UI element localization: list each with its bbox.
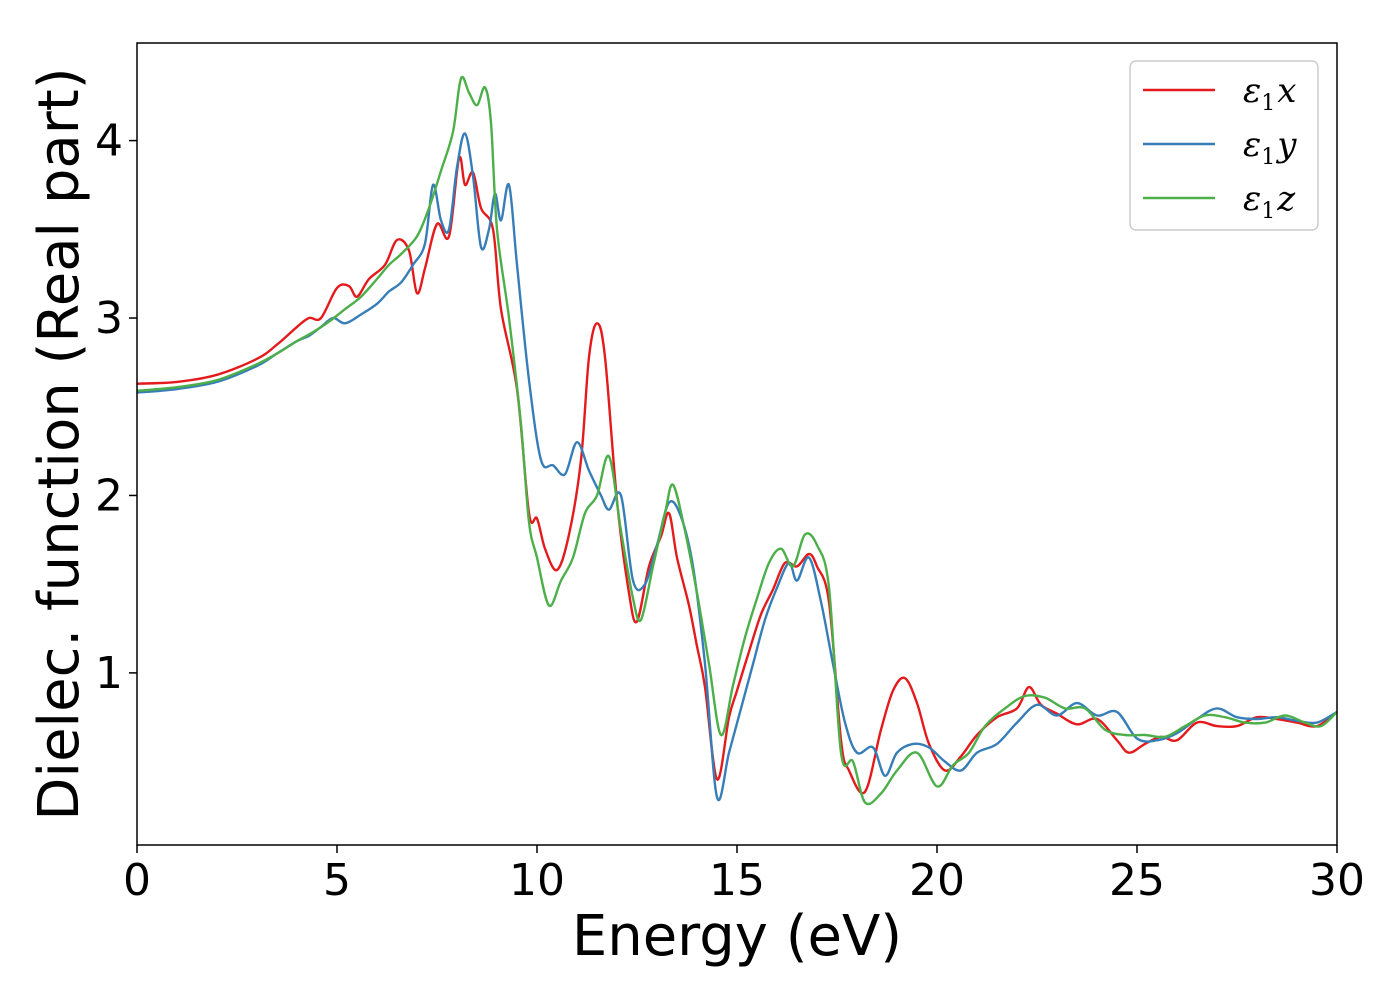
y-axis-ticks: 1 2 3 4 — [95, 116, 137, 699]
series-lines — [136, 75, 1338, 806]
x-axis-label: Energy (eV) — [572, 904, 902, 969]
x-tick-label: 0 — [123, 855, 151, 906]
series-line-y — [136, 132, 1338, 802]
legend-label-y: ε1y — [1243, 125, 1297, 170]
x-tick-label: 25 — [1109, 855, 1165, 906]
x-tick-label: 30 — [1309, 855, 1365, 906]
x-tick-label: 10 — [509, 855, 565, 906]
x-tick-label: 15 — [709, 855, 765, 906]
legend-label-z: ε1z — [1243, 179, 1296, 224]
legend-entries: ε1x ε1y ε1z — [1143, 71, 1297, 224]
y-tick-label: 1 — [95, 648, 123, 699]
plot-frame — [136, 42, 1338, 846]
legend-box — [1129, 60, 1319, 231]
y-tick-label: 4 — [95, 116, 123, 167]
x-tick-label: 20 — [909, 855, 965, 906]
y-tick-label: 3 — [95, 293, 123, 344]
x-axis-ticks: 0 5 10 15 20 25 30 — [123, 845, 1365, 906]
legend-label-x: ε1x — [1243, 71, 1296, 116]
series-line-z — [136, 75, 1338, 806]
x-tick-label: 5 — [323, 855, 351, 906]
y-tick-label: 2 — [95, 470, 123, 521]
y-axis-label: Dielec. function (Real part) — [27, 67, 92, 820]
legend: ε1x ε1y ε1z — [1129, 60, 1319, 231]
series-line-x — [136, 155, 1338, 795]
